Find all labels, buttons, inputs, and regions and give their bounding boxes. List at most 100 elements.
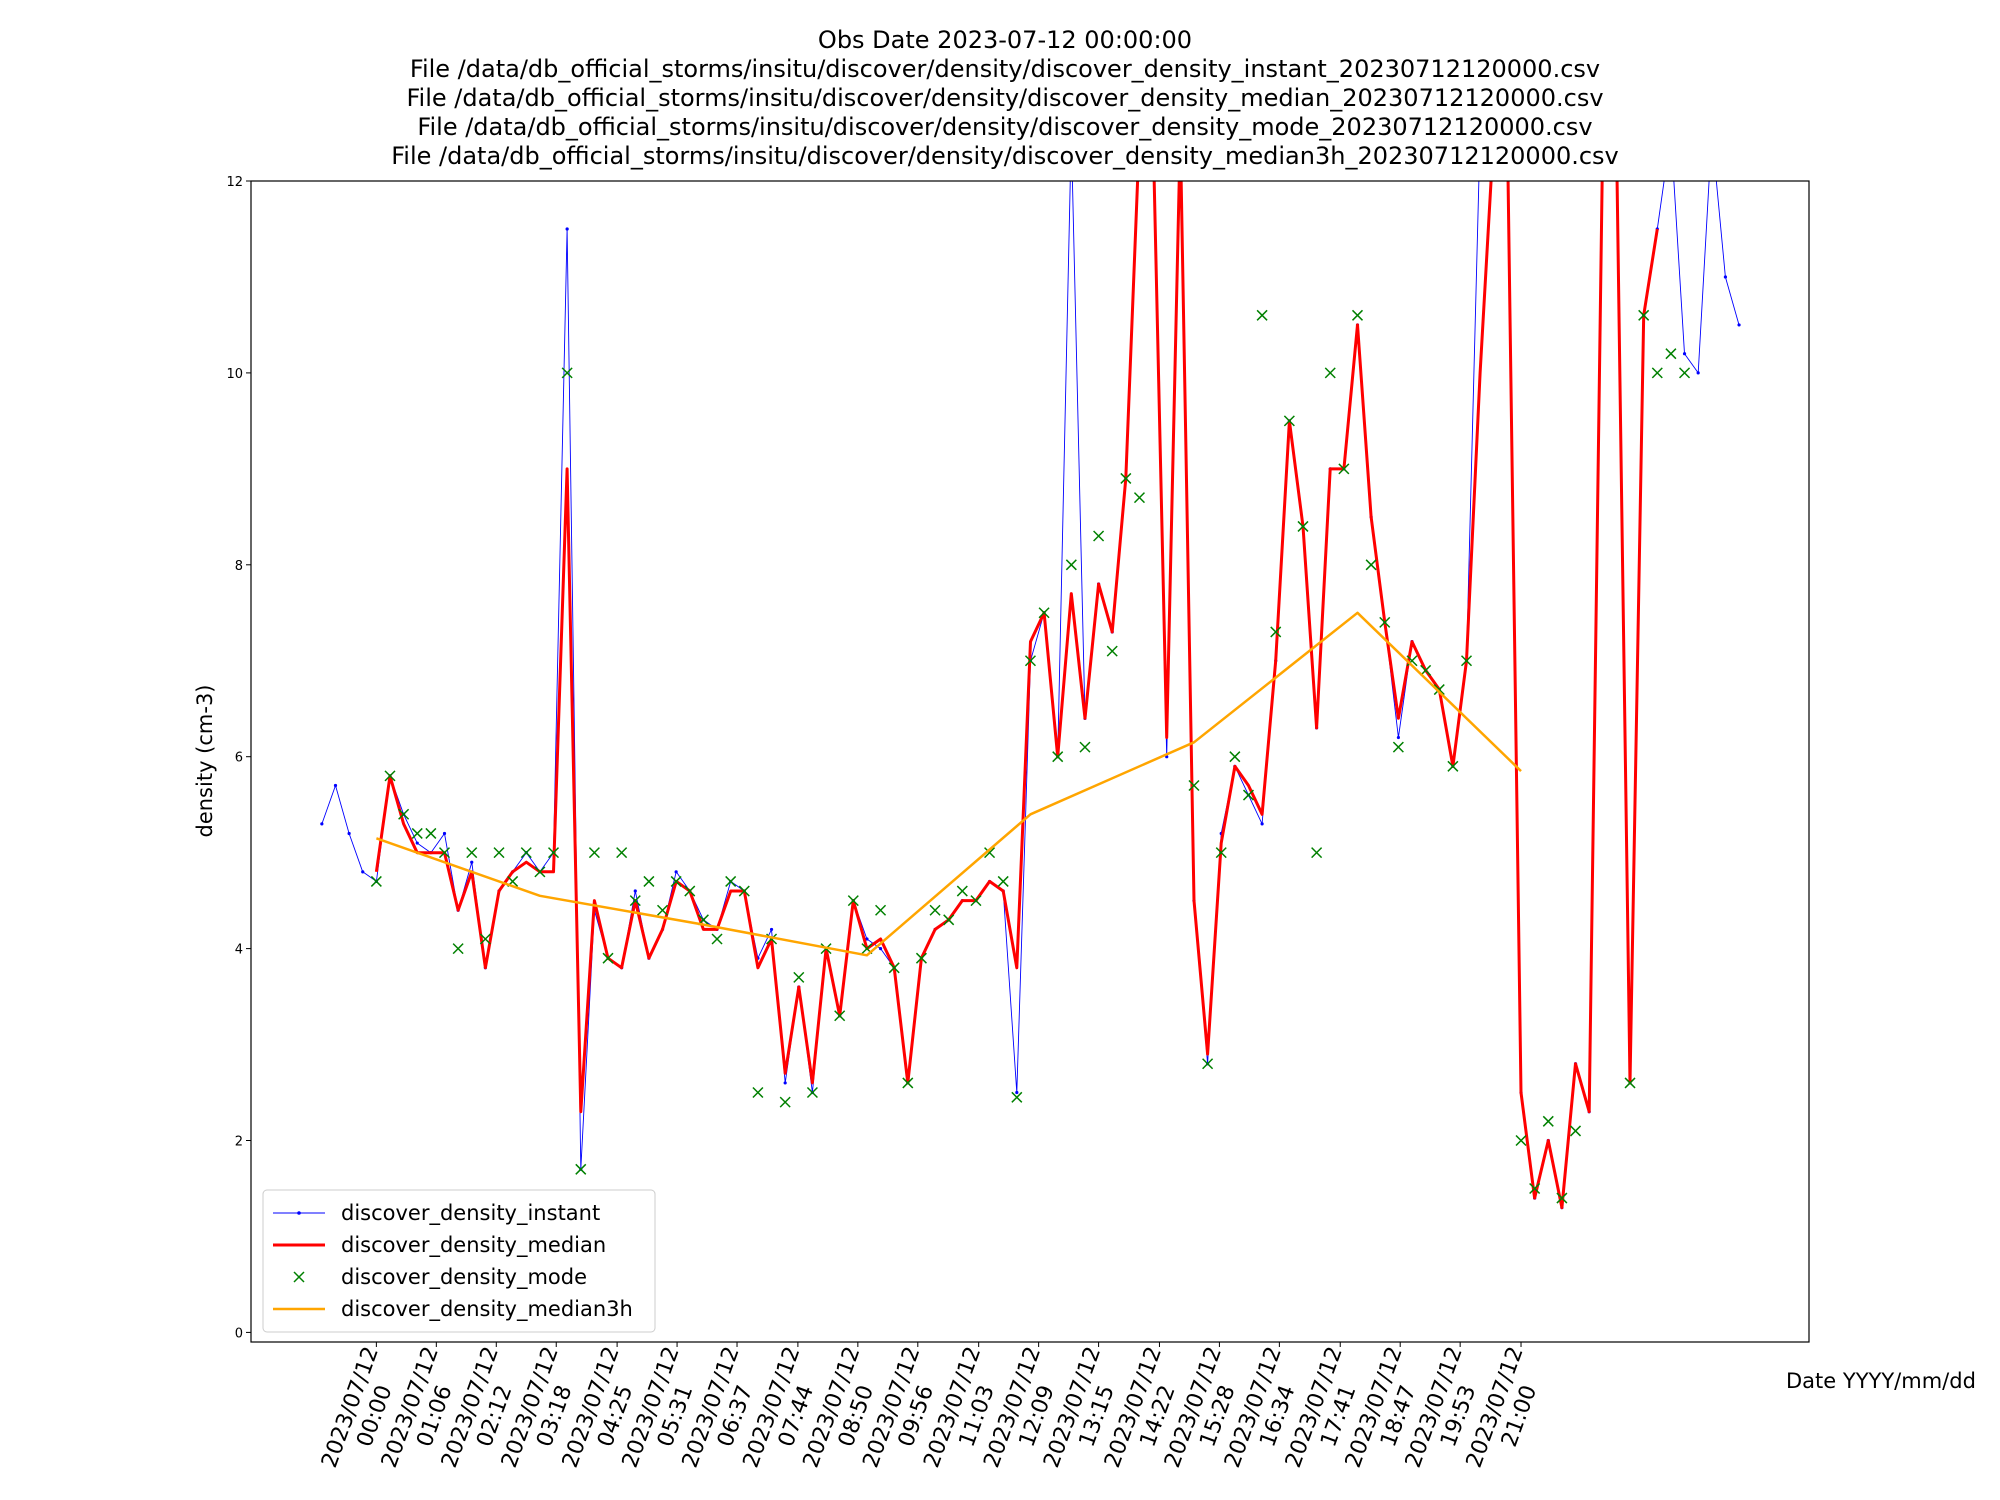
mode-marker bbox=[547, 847, 560, 859]
point-marker bbox=[1710, 131, 1713, 134]
mode-marker bbox=[1093, 530, 1105, 542]
legend-label: discover_density_mode bbox=[341, 1265, 587, 1290]
mode-marker bbox=[1202, 1058, 1214, 1070]
mode-marker bbox=[411, 827, 423, 839]
mode-marker bbox=[1624, 1077, 1636, 1089]
mode-marker bbox=[1024, 655, 1036, 667]
mode-marker bbox=[915, 952, 927, 964]
point-marker bbox=[1669, 131, 1672, 134]
mode-marker bbox=[602, 952, 614, 964]
mode-marker bbox=[1556, 1192, 1568, 1204]
y-tick-label: 0 bbox=[235, 1326, 243, 1341]
mode-marker bbox=[752, 1086, 764, 1099]
mode-marker bbox=[738, 885, 750, 897]
point-marker bbox=[442, 831, 447, 836]
mode-marker bbox=[1297, 520, 1309, 532]
mode-marker bbox=[575, 1163, 587, 1175]
mode-marker bbox=[956, 885, 968, 897]
mode-marker bbox=[902, 1077, 914, 1089]
point-marker bbox=[1696, 371, 1700, 375]
mode-marker bbox=[1365, 559, 1377, 571]
point-marker bbox=[1615, 131, 1618, 134]
point-marker bbox=[333, 783, 338, 788]
point-marker bbox=[1260, 822, 1264, 826]
mode-marker bbox=[1638, 309, 1650, 321]
mode-marker bbox=[1256, 309, 1268, 321]
point-marker bbox=[1737, 323, 1741, 327]
mode-marker bbox=[1379, 616, 1391, 628]
point-marker bbox=[674, 870, 678, 874]
x-axis-label: Date YYYY/mm/dd bbox=[1786, 1369, 1976, 1393]
mode-marker bbox=[1392, 741, 1404, 753]
mode-marker bbox=[438, 847, 451, 859]
point-marker bbox=[361, 870, 365, 874]
point-marker bbox=[1396, 735, 1400, 740]
chart-title: File /data/db_official_storms/insitu/dis… bbox=[406, 84, 1603, 112]
point-marker bbox=[865, 937, 869, 941]
series-line bbox=[374, 181, 1659, 1210]
point-marker bbox=[415, 841, 419, 845]
mode-marker bbox=[1460, 655, 1473, 667]
y-tick-label: 6 bbox=[235, 751, 243, 766]
mode-marker bbox=[493, 847, 505, 859]
mode-marker bbox=[1569, 1125, 1582, 1137]
legend-box bbox=[262, 1189, 656, 1333]
y-tick-label: 12 bbox=[226, 175, 243, 190]
mode-marker bbox=[1542, 1115, 1554, 1127]
legend-swatch-marker bbox=[297, 1211, 301, 1215]
y-tick-label: 4 bbox=[235, 943, 243, 958]
mode-marker bbox=[1311, 847, 1323, 859]
mode-marker bbox=[370, 875, 382, 887]
mode-marker bbox=[1215, 847, 1227, 859]
mode-marker bbox=[479, 933, 491, 945]
y-tick-label: 8 bbox=[235, 559, 243, 574]
legend-swatch bbox=[293, 1271, 305, 1283]
mode-marker bbox=[1665, 348, 1677, 360]
legend-label: discover_density_median3h bbox=[341, 1297, 633, 1322]
mode-marker bbox=[1229, 751, 1241, 763]
mode-marker bbox=[452, 943, 464, 955]
mode-marker bbox=[1651, 367, 1663, 379]
mode-marker bbox=[425, 827, 437, 839]
mode-marker bbox=[1270, 626, 1282, 638]
mode-marker bbox=[1283, 415, 1295, 427]
point-marker bbox=[347, 831, 351, 836]
mode-marker bbox=[847, 895, 859, 907]
mode-marker bbox=[1324, 367, 1336, 379]
mode-marker bbox=[1679, 367, 1691, 379]
chart-title: File /data/db_official_storms/insitu/dis… bbox=[391, 142, 1619, 170]
y-axis-label: density (cm-3) bbox=[193, 685, 217, 838]
mode-marker bbox=[1011, 1091, 1023, 1103]
point-marker bbox=[1723, 275, 1728, 279]
mode-marker bbox=[1447, 760, 1459, 772]
mode-marker bbox=[779, 1096, 791, 1108]
point-marker bbox=[565, 227, 569, 231]
point-marker bbox=[1601, 131, 1604, 134]
legend-entry: discover_density_median bbox=[273, 1233, 606, 1258]
mode-marker bbox=[806, 1086, 818, 1099]
mode-marker bbox=[929, 904, 941, 916]
mode-marker bbox=[711, 933, 723, 945]
mode-marker bbox=[943, 914, 955, 926]
point-marker bbox=[878, 947, 883, 951]
mode-marker bbox=[1420, 664, 1432, 676]
mode-marker bbox=[670, 875, 682, 887]
mode-marker bbox=[1079, 741, 1091, 753]
mode-marker bbox=[629, 895, 641, 907]
mode-marker bbox=[616, 847, 628, 859]
point-marker bbox=[1682, 352, 1687, 356]
point-marker bbox=[470, 860, 474, 864]
mode-marker bbox=[1065, 559, 1077, 571]
point-marker bbox=[769, 927, 774, 932]
mode-marker bbox=[561, 367, 573, 379]
mode-marker bbox=[1529, 1182, 1541, 1195]
point-marker bbox=[1015, 1090, 1019, 1095]
plot-area bbox=[251, 181, 1809, 1342]
mode-marker bbox=[888, 962, 900, 974]
point-marker bbox=[633, 889, 637, 893]
y-tick-label: 10 bbox=[226, 367, 243, 382]
plot-frame bbox=[250, 180, 1810, 1343]
plot-layer bbox=[320, 131, 1741, 1210]
